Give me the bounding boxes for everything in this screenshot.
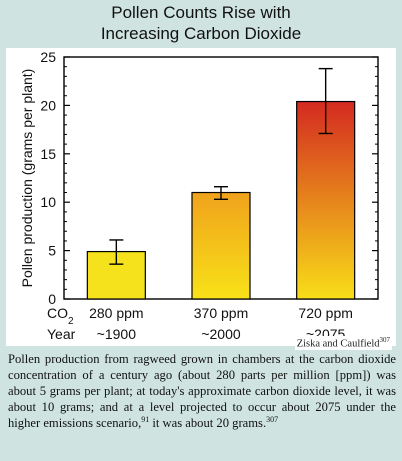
bar-chart: 0 5 10 15 20 25 Pollen production (grams per p… <box>19 49 379 342</box>
figure-caption: Pollen production from ragweed grown in … <box>8 351 396 431</box>
y-tick-label-0: 0 <box>48 291 56 307</box>
chart-title-line-2: Increasing Carbon Dioxide <box>100 24 302 43</box>
bar-1 <box>191 191 251 300</box>
x-label-year-1: ~2000 <box>201 326 241 342</box>
x-label-year-0: ~1900 <box>97 326 137 342</box>
y-tick-label-3: 15 <box>40 146 56 162</box>
x-label-co2-1: 370 ppm <box>194 305 248 321</box>
bar-2 <box>296 100 356 300</box>
caption-reference-2: 307 <box>266 414 279 424</box>
chart-title: Pollen Counts Rise with Increasing Carbo… <box>0 2 402 44</box>
row-label-co2: CO2 <box>47 305 74 327</box>
caption-text-end: it was about 20 grams. <box>149 416 267 430</box>
source-credit: Ziska and Caulfield307 <box>294 336 392 350</box>
row-label-co2-subscript: 2 <box>68 316 74 327</box>
x-label-co2-0: 280 ppm <box>89 305 143 321</box>
y-tick-label-1: 5 <box>48 243 56 259</box>
source-credit-text: Ziska and Caulfield <box>296 338 380 350</box>
y-axis-label: Pollen production (grams per plant) <box>19 69 35 288</box>
y-tick-label-5: 25 <box>40 49 56 65</box>
y-tick-label-4: 20 <box>40 97 56 113</box>
row-label-year: Year <box>47 326 76 342</box>
caption-text: Pollen production from ragweed grown in … <box>8 352 396 430</box>
plot-area: 0 5 10 15 20 25 Pollen production (grams per p… <box>6 48 396 346</box>
y-tick-label-2: 10 <box>40 194 56 210</box>
source-credit-reference: 307 <box>379 336 391 344</box>
x-label-co2-2: 720 ppm <box>298 305 352 321</box>
chart-title-line-1: Pollen Counts Rise with <box>111 3 291 22</box>
caption-reference-1: 91 <box>141 414 150 424</box>
